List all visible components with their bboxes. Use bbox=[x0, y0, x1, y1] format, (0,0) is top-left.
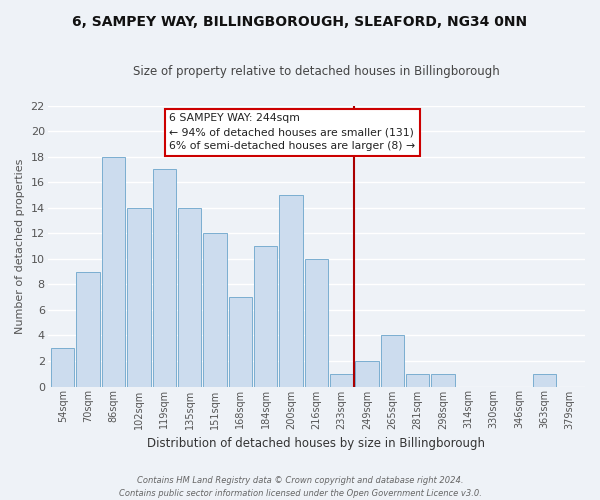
Bar bbox=[127, 208, 151, 386]
Bar bbox=[533, 374, 556, 386]
Bar bbox=[229, 297, 252, 386]
Bar bbox=[178, 208, 201, 386]
Bar bbox=[406, 374, 430, 386]
Bar bbox=[380, 336, 404, 386]
Text: 6 SAMPEY WAY: 244sqm
← 94% of detached houses are smaller (131)
6% of semi-detac: 6 SAMPEY WAY: 244sqm ← 94% of detached h… bbox=[169, 113, 415, 151]
Bar bbox=[102, 156, 125, 386]
Bar bbox=[330, 374, 353, 386]
Text: Contains HM Land Registry data © Crown copyright and database right 2024.
Contai: Contains HM Land Registry data © Crown c… bbox=[119, 476, 481, 498]
Text: 6, SAMPEY WAY, BILLINGBOROUGH, SLEAFORD, NG34 0NN: 6, SAMPEY WAY, BILLINGBOROUGH, SLEAFORD,… bbox=[73, 15, 527, 29]
Bar bbox=[152, 170, 176, 386]
Title: Size of property relative to detached houses in Billingborough: Size of property relative to detached ho… bbox=[133, 65, 500, 78]
Y-axis label: Number of detached properties: Number of detached properties bbox=[15, 158, 25, 334]
Bar bbox=[51, 348, 74, 387]
Bar bbox=[203, 234, 227, 386]
Bar bbox=[254, 246, 277, 386]
X-axis label: Distribution of detached houses by size in Billingborough: Distribution of detached houses by size … bbox=[147, 437, 485, 450]
Bar bbox=[305, 259, 328, 386]
Bar bbox=[76, 272, 100, 386]
Bar bbox=[279, 195, 302, 386]
Bar bbox=[355, 361, 379, 386]
Bar bbox=[431, 374, 455, 386]
